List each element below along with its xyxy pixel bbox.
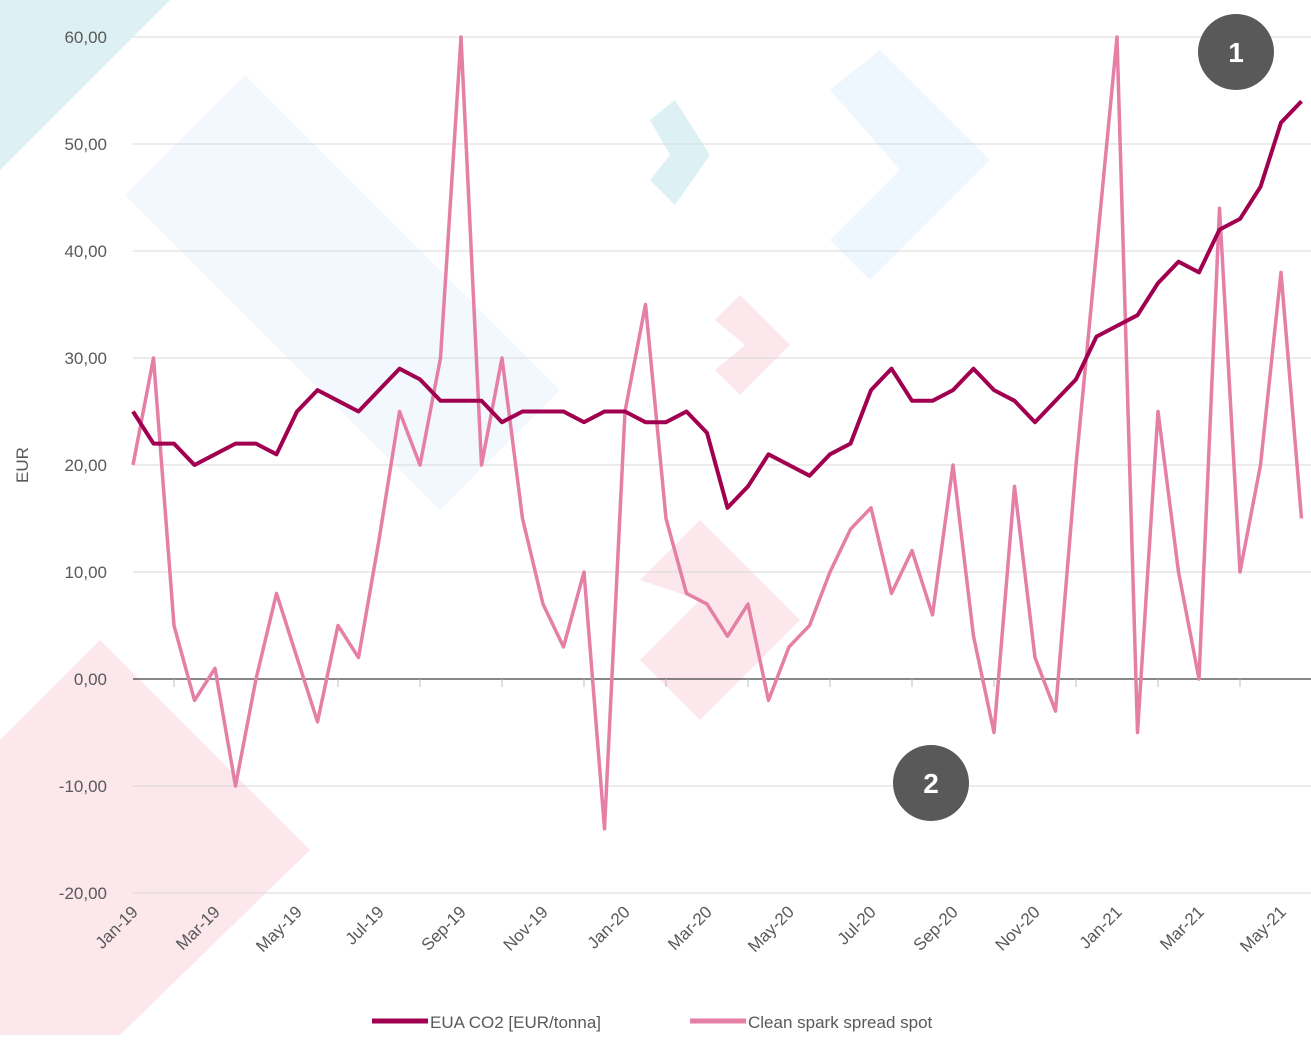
y-tick-label: -10,00 <box>59 777 107 796</box>
x-tick-label: May-20 <box>744 902 798 956</box>
x-tick-label: Jul-20 <box>834 902 880 948</box>
annotation-label: 1 <box>1228 37 1244 68</box>
x-tick-label: May-21 <box>1236 902 1290 956</box>
series-line <box>131 99 1303 510</box>
y-tick-label: 10,00 <box>64 563 107 582</box>
legend-label: Clean spark spread spot <box>748 1013 933 1032</box>
x-tick-label: May-19 <box>252 902 306 956</box>
series-line <box>131 35 1304 831</box>
x-tick-label: Sep-20 <box>910 902 962 954</box>
y-tick-label: -20,00 <box>59 884 107 903</box>
x-tick-label: Jan-20 <box>584 902 634 952</box>
x-tick-label: Nov-19 <box>500 902 552 954</box>
x-tick-label: Jul-19 <box>342 902 388 948</box>
y-tick-label: 50,00 <box>64 135 107 154</box>
x-tick-label: Mar-20 <box>664 902 716 954</box>
y-axis-label: EUR <box>13 447 32 483</box>
x-tick-label: Jan-21 <box>1076 902 1126 952</box>
annotation-badge <box>1198 14 1274 90</box>
y-tick-label: 60,00 <box>64 28 107 47</box>
legend-label: EUA CO2 [EUR/tonna] <box>430 1013 601 1032</box>
annotation-label: 2 <box>923 768 939 799</box>
x-tick-label: Mar-21 <box>1156 902 1208 954</box>
background-decoration <box>0 0 990 1035</box>
x-tick-label: Sep-19 <box>418 902 470 954</box>
x-tick-label: Nov-20 <box>992 902 1044 954</box>
y-tick-label: 0,00 <box>74 670 107 689</box>
annotation-badge <box>893 745 969 821</box>
y-tick-label: 20,00 <box>64 456 107 475</box>
y-tick-label: 30,00 <box>64 349 107 368</box>
y-tick-label: 40,00 <box>64 242 107 261</box>
